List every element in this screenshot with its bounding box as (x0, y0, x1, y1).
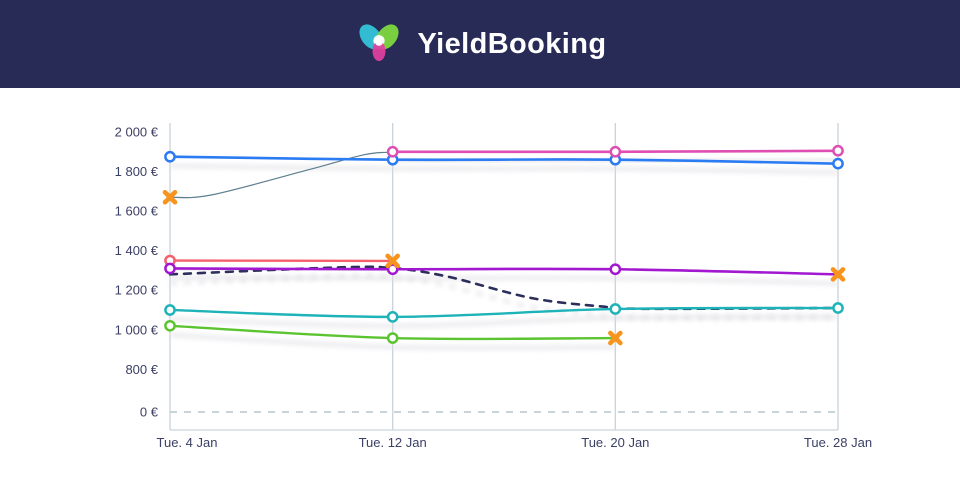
y-tick-label: 2 000 € (115, 125, 159, 140)
purple-line-point-marker[interactable] (611, 265, 620, 274)
blue-line-point-marker[interactable] (833, 159, 842, 168)
series-lines (170, 151, 838, 339)
green-line-point-marker[interactable] (165, 321, 174, 330)
x-tick-label: Tue. 28 Jan (804, 435, 872, 450)
y-tick-label: 1 600 € (115, 204, 159, 219)
brand: YieldBooking (353, 18, 606, 70)
y-tick-label: 1 200 € (115, 283, 159, 298)
teal-line-point-marker[interactable] (388, 312, 397, 321)
teal-line-shadow (170, 317, 838, 326)
line-shadows (170, 160, 838, 348)
x-tick-label: Tue. 4 Jan (157, 435, 218, 450)
teal-line-point-marker[interactable] (165, 305, 174, 314)
brand-logo-icon (353, 18, 405, 70)
brand-title: YieldBooking (417, 28, 606, 61)
pink-line-point-marker[interactable] (611, 147, 620, 156)
x-tick-label: Tue. 20 Jan (581, 435, 649, 450)
teal-line-point-marker[interactable] (611, 304, 620, 313)
app-header: YieldBooking (0, 0, 960, 88)
pink-line-point-marker[interactable] (833, 146, 842, 155)
green-line-point-marker[interactable] (388, 333, 397, 342)
y-tick-label: 800 € (125, 362, 158, 377)
blue-line-point-marker[interactable] (165, 152, 174, 161)
x-tick-label: Tue. 12 Jan (359, 435, 427, 450)
blue-line-shadow (170, 166, 838, 173)
pink-line-point-marker[interactable] (388, 147, 397, 156)
y-tick-label: 1 800 € (115, 164, 159, 179)
teal-line-point-marker[interactable] (833, 303, 842, 312)
y-tick-label: 1 400 € (115, 243, 159, 258)
y-tick-label: 0 € (140, 405, 159, 420)
purple-line-point-marker[interactable] (165, 264, 174, 273)
y-tick-label: 1 000 € (115, 322, 159, 337)
